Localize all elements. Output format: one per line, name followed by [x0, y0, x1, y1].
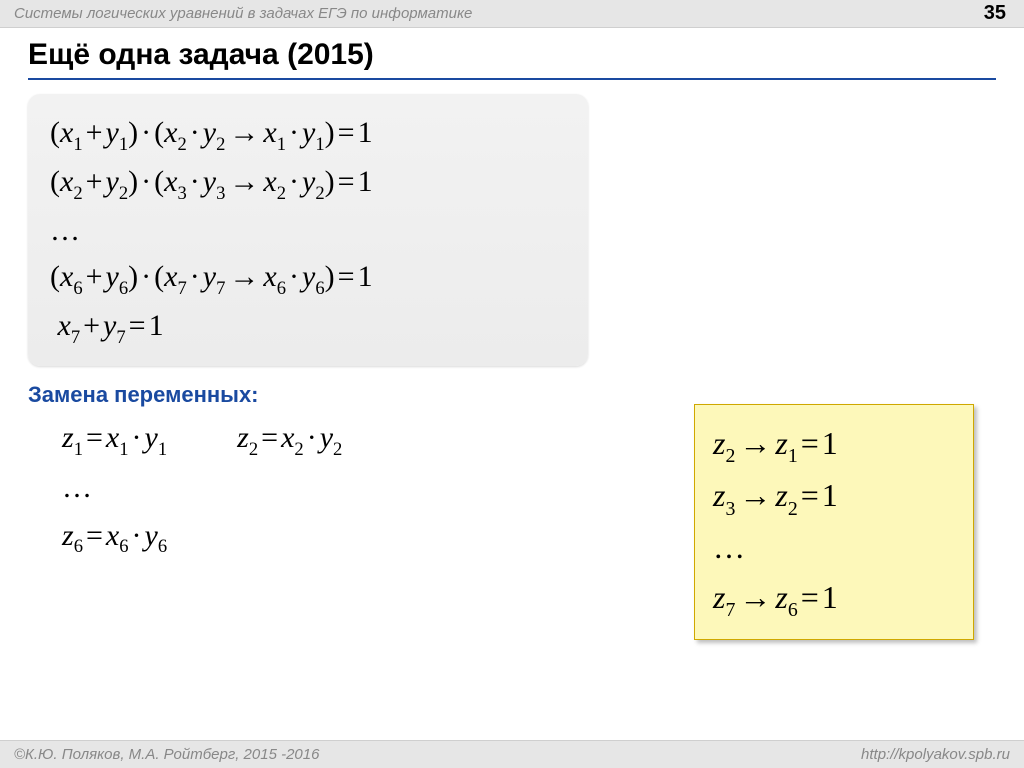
header-bar: Системы логических уравнений в задачах Е…: [0, 0, 1024, 28]
yellow-ellipsis: …: [713, 523, 955, 573]
footer-copyright: ©К.Ю. Поляков, М.А. Ройтберг, 2015 -2016: [14, 746, 319, 763]
equation-row: (x2+y2)·(x3·y3→x2·y2)=1: [50, 159, 566, 208]
equation-row: x7+y7=1: [50, 303, 566, 352]
title-area: Ещё одна задача (2015): [0, 28, 1024, 84]
equation-ellipsis: …: [50, 208, 566, 255]
equation-row: (x6+y6)·(x7·y7→x6·y6)=1: [50, 254, 566, 303]
slide-title: Ещё одна задача (2015): [28, 38, 996, 72]
page-number: 35: [984, 2, 1006, 25]
yellow-box: z2→z1=1 z3→z2=1 … z7→z6=1: [694, 404, 974, 640]
content: (x1+y1)·(x2·y2→x1·y1)=1 (x2+y2)·(x3·y3→x…: [0, 84, 1024, 724]
yellow-row: z7→z6=1: [713, 573, 955, 625]
yellow-row: z2→z1=1: [713, 419, 955, 471]
yellow-row: z3→z2=1: [713, 471, 955, 523]
title-rule: [28, 78, 996, 80]
equation-box: (x1+y1)·(x2·y2→x1·y1)=1 (x2+y2)·(x3·y3→x…: [28, 94, 588, 366]
footer-bar: ©К.Ю. Поляков, М.А. Ройтберг, 2015 -2016…: [0, 740, 1024, 768]
breadcrumb: Системы логических уравнений в задачах Е…: [14, 5, 472, 22]
footer-url: http://kpolyakov.spb.ru: [861, 746, 1010, 763]
equation-row: (x1+y1)·(x2·y2→x1·y1)=1: [50, 110, 566, 159]
